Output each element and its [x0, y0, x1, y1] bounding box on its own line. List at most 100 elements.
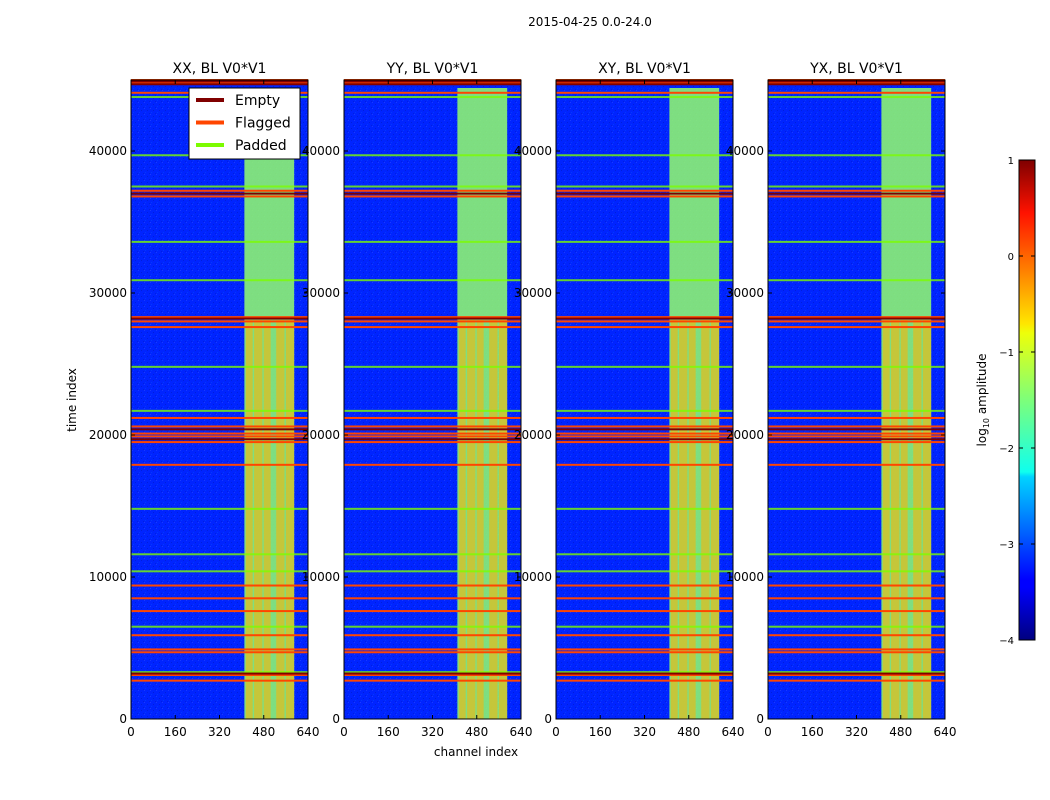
y-tick-label: 0 [544, 712, 552, 726]
padded-row [344, 507, 521, 510]
channel-band [458, 320, 466, 719]
channel-band [679, 320, 688, 719]
flagged-row [556, 441, 733, 444]
padded-row [768, 507, 945, 510]
panel-title: XY, BL V0*V1 [598, 61, 691, 77]
y-tick-label: 30000 [302, 286, 340, 300]
empty-row [768, 428, 945, 431]
channel-band [688, 320, 696, 719]
flagged-row [556, 189, 733, 192]
y-tick-label: 0 [756, 712, 764, 726]
flagged-row [131, 189, 308, 192]
flagged-row [344, 189, 521, 192]
empty-row [768, 438, 945, 441]
flagged-row [131, 679, 308, 682]
flagged-row [556, 584, 733, 587]
flagged-row [131, 416, 308, 419]
flagged-row [556, 679, 733, 682]
channel-band [710, 320, 720, 719]
padded-row [768, 154, 945, 157]
x-tick-label: 160 [377, 725, 400, 739]
padded-row [556, 365, 733, 368]
x-tick-label: 0 [552, 725, 560, 739]
x-tick-label: 640 [722, 725, 745, 739]
padded-row [131, 185, 308, 188]
x-tick-label: 320 [421, 725, 444, 739]
y-tick-label: 40000 [514, 144, 552, 158]
flagged-row [768, 316, 945, 319]
padded-row [344, 625, 521, 628]
padded-row [556, 409, 733, 412]
panel-1: XX, BL V0*V1 0 160 320 480 640 0 10000 20000 3000… [89, 61, 320, 739]
flagged-row [131, 673, 308, 676]
padded-row [131, 625, 308, 628]
legend: Empty Flagged Padded [188, 87, 301, 160]
flagged-row [556, 651, 733, 654]
padded-row [768, 240, 945, 243]
padded-row [131, 240, 308, 243]
flagged-row [344, 320, 521, 323]
flagged-row [556, 320, 733, 323]
legend-label-flagged: Flagged [235, 116, 291, 132]
flagged-row [344, 584, 521, 587]
flagged-row [768, 425, 945, 428]
flagged-row [768, 435, 945, 438]
padded-row [344, 185, 521, 188]
flagged-row [768, 597, 945, 600]
channel-band [476, 320, 484, 719]
padded-row [556, 240, 733, 243]
channel-band [263, 320, 271, 719]
flagged-row [344, 425, 521, 428]
flagged-row [131, 320, 308, 323]
x-tick-label: 480 [889, 725, 912, 739]
empty-row [768, 672, 945, 675]
y-tick-label: 40000 [302, 144, 340, 158]
flagged-row [556, 425, 733, 428]
channel-band [701, 320, 710, 719]
colorbar-label-rest: amplitude [975, 354, 989, 418]
flagged-row [556, 648, 733, 651]
flagged-row [344, 648, 521, 651]
flagged-row [344, 597, 521, 600]
flagged-row [768, 648, 945, 651]
empty-row [344, 317, 521, 320]
padded-row [131, 553, 308, 556]
padded-row [556, 507, 733, 510]
flagged-row [131, 425, 308, 428]
colorbar: log10 amplitude 10−1−2−3−4 [975, 156, 1036, 647]
flagged-row [344, 651, 521, 654]
flagged-row [556, 416, 733, 419]
flagged-row [768, 326, 945, 329]
empty-row [344, 83, 521, 86]
flagged-row [344, 610, 521, 613]
padded-row [344, 154, 521, 157]
flagged-row [556, 326, 733, 329]
flagged-row [768, 679, 945, 682]
channel-band [245, 320, 253, 719]
flagged-row [344, 195, 521, 198]
empty-row [344, 438, 521, 441]
colorbar-label: log10 amplitude [975, 354, 991, 447]
flagged-row [131, 463, 308, 466]
y-tick-label: 30000 [514, 286, 552, 300]
empty-row [131, 428, 308, 431]
flagged-row [131, 634, 308, 637]
empty-row [768, 83, 945, 86]
padded-row [556, 553, 733, 556]
padded-row [768, 279, 945, 282]
padded-row [768, 409, 945, 412]
figure-suptitle: 2015-04-25 0.0-24.0 [528, 15, 652, 29]
x-tick-label: 320 [208, 725, 231, 739]
panel-title: YX, BL V0*V1 [809, 61, 903, 77]
colorbar-tick-label: −2 [999, 444, 1014, 455]
flagged-row [344, 91, 521, 94]
panel-4: YX, BL V0*V1 0 160 320 480 640 0 10000 20000 3000… [726, 61, 957, 739]
flagged-row [768, 195, 945, 198]
padded-row [556, 279, 733, 282]
flagged-row [768, 673, 945, 676]
padded-row [768, 185, 945, 188]
flagged-row [344, 316, 521, 319]
x-tick-label: 480 [252, 725, 275, 739]
channel-band [913, 320, 922, 719]
